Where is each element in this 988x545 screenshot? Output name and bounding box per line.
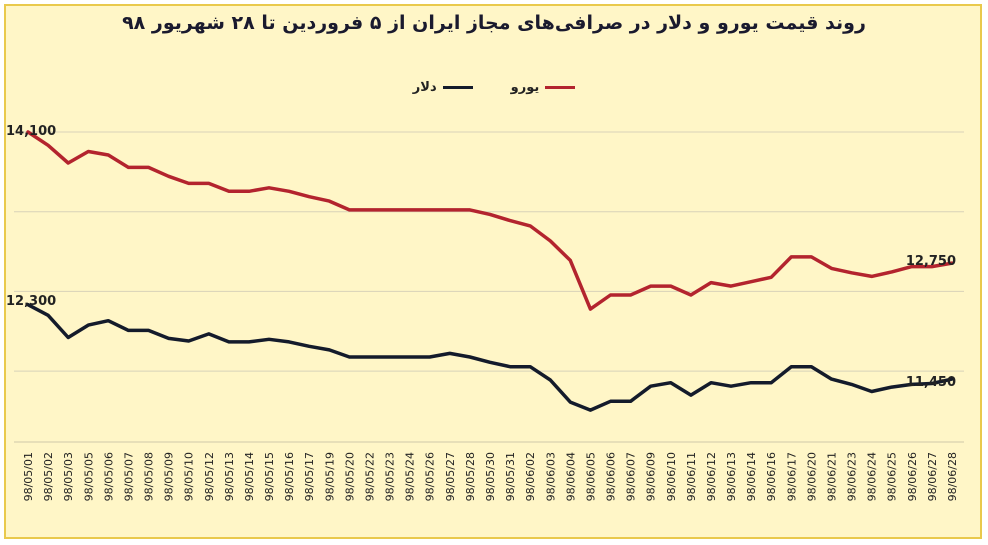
x-tick-label: 98/05/27: [444, 452, 457, 501]
data-label: 14,100: [6, 124, 56, 139]
legend-item-dollar: دلار: [413, 76, 473, 98]
x-tick-label: 98/06/23: [846, 452, 859, 501]
x-tick-label: 98/05/09: [163, 452, 176, 501]
series-line-dollar: [26, 302, 954, 412]
x-tick-label: 98/05/12: [203, 452, 216, 501]
x-tick-label: 98/06/12: [705, 452, 718, 501]
data-label: 11,450: [906, 375, 956, 390]
x-tick-label: 98/05/26: [424, 452, 437, 501]
chart-title: روند قیمت یورو و دلار در صرافی‌های مجاز …: [122, 12, 866, 34]
legend-item-euro: یورو: [511, 76, 576, 98]
x-tick-label: 98/05/16: [283, 452, 296, 501]
data-label: 12,750: [906, 254, 956, 269]
x-tick-label: 98/06/26: [906, 452, 919, 501]
x-tick-label: 98/06/25: [886, 452, 899, 501]
x-tick-label: 98/05/28: [464, 452, 477, 501]
x-tick-label: 98/05/19: [323, 452, 336, 501]
x-tick-label: 98/05/14: [243, 452, 256, 501]
data-label: 12,300: [6, 294, 56, 309]
series-line-euro: [26, 130, 954, 311]
x-tick-label: 98/06/27: [926, 452, 939, 501]
x-tick-label: 98/05/23: [384, 452, 397, 501]
x-tick-label: 98/06/05: [584, 452, 597, 501]
x-tick-label: 98/06/06: [605, 452, 618, 501]
x-tick-label: 98/05/07: [122, 452, 135, 501]
x-tick-label: 98/05/24: [404, 452, 417, 501]
x-tick-label: 98/06/24: [866, 452, 879, 501]
x-tick-label: 98/05/03: [62, 452, 75, 501]
x-tick-label: 98/06/21: [825, 452, 838, 501]
x-tick-label: 98/06/13: [725, 452, 738, 501]
x-tick-label: 98/05/02: [42, 452, 55, 501]
x-tick-label: 98/06/10: [665, 452, 678, 501]
x-tick-label: 98/05/17: [303, 452, 316, 501]
x-tick-label: 98/06/20: [805, 452, 818, 501]
legend-label-dollar: دلار: [412, 79, 437, 95]
x-tick-label: 98/06/28: [946, 452, 959, 501]
x-tick-label: 98/05/30: [484, 452, 497, 501]
x-tick-label: 98/06/04: [564, 452, 577, 501]
x-tick-label: 98/05/06: [102, 452, 115, 501]
x-tick-label: 98/05/15: [263, 452, 276, 501]
x-tick-label: 98/06/03: [544, 452, 557, 501]
legend-swatch-dollar: [442, 85, 473, 89]
x-tick-label: 98/06/07: [625, 452, 638, 501]
x-tick-label: 98/05/22: [363, 452, 376, 501]
legend-swatch-euro: [545, 85, 576, 89]
x-tick-label: 98/06/02: [524, 452, 537, 501]
x-tick-label: 98/05/10: [183, 452, 196, 501]
x-tick-label: 98/05/13: [223, 452, 236, 501]
x-tick-label: 98/06/14: [745, 452, 758, 501]
x-tick-label: 98/05/31: [504, 452, 517, 501]
x-tick-label: 98/06/17: [785, 452, 798, 501]
x-tick-label: 98/05/05: [82, 452, 95, 501]
legend-label-euro: یورو: [510, 79, 540, 95]
x-tick-label: 98/06/11: [685, 452, 698, 501]
chart-frame: [4, 4, 982, 539]
x-tick-label: 98/05/20: [343, 452, 356, 501]
x-tick-label: 98/06/16: [765, 452, 778, 501]
x-tick-label: 98/05/01: [22, 452, 35, 501]
x-tick-label: 98/05/08: [143, 452, 156, 501]
legend: یورو دلار: [0, 76, 988, 98]
x-tick-label: 98/06/09: [645, 452, 658, 501]
